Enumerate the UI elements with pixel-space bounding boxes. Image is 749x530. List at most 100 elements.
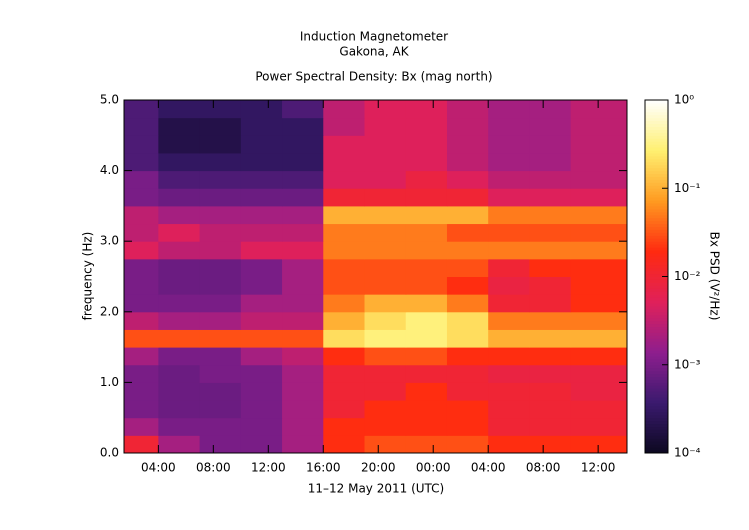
heatmap-cell	[446, 347, 489, 366]
x-tick-label: 16:00	[306, 461, 341, 475]
colorbar-swatch	[645, 144, 668, 148]
heatmap-cell	[158, 205, 201, 225]
heatmap-cell	[446, 276, 489, 295]
heatmap-cell	[570, 347, 628, 366]
heatmap-cell	[446, 382, 489, 401]
colorbar-swatch	[645, 370, 668, 375]
colorbar-swatch	[645, 417, 668, 422]
heatmap-cell	[488, 241, 530, 260]
colorbar-swatch	[645, 302, 668, 307]
heatmap-cell	[199, 205, 242, 225]
colorbar-swatch	[645, 276, 668, 280]
heatmap-cell	[364, 435, 407, 454]
colorbar-swatch	[645, 438, 668, 442]
heatmap-cell	[364, 135, 407, 154]
colorbar-swatch	[645, 132, 668, 136]
heatmap-cell	[405, 400, 448, 419]
heatmap-cell	[323, 311, 366, 330]
colorbar-swatch	[645, 250, 668, 254]
heatmap-cell	[446, 417, 489, 436]
colorbar-swatch	[645, 379, 668, 383]
colorbar-swatch	[645, 138, 668, 142]
heatmap-cell	[240, 435, 283, 454]
heatmap-cell	[405, 135, 448, 154]
heatmap-cell	[405, 276, 448, 295]
heatmap-cell	[124, 188, 159, 207]
x-tick-label: 00:00	[416, 461, 451, 475]
heatmap-cell	[199, 241, 242, 260]
heatmap-cell	[124, 435, 159, 454]
heatmap-cell	[240, 417, 283, 436]
heatmap-cell	[323, 417, 366, 436]
heatmap-cell	[282, 329, 324, 348]
heatmap-cell	[124, 400, 159, 419]
heatmap-cell	[282, 347, 324, 366]
heatmap-cell	[323, 258, 366, 277]
y-axis-label: frequency (Hz)	[81, 232, 95, 321]
heatmap-cell	[529, 188, 572, 207]
heatmap-cell	[240, 294, 283, 313]
heatmap-cell	[323, 400, 366, 419]
heatmap-cell	[488, 135, 530, 154]
x-axis-label: 11–12 May 2011 (UTC)	[308, 482, 444, 496]
heatmap-cell	[570, 400, 628, 419]
heatmap-cell	[570, 276, 628, 295]
colorbar-swatch	[645, 205, 668, 210]
colorbar-swatch	[645, 129, 668, 133]
x-tick-label: 12:00	[251, 461, 286, 475]
chart-title: Induction Magnetometer	[300, 30, 448, 44]
heatmap-cell	[199, 170, 242, 189]
colorbar-swatch	[645, 332, 668, 336]
heatmap-cell	[364, 223, 407, 242]
colorbar-swatch	[645, 191, 668, 195]
colorbar-swatch	[645, 344, 668, 348]
heatmap-cell	[158, 329, 201, 348]
heatmap-cell	[488, 223, 530, 242]
heatmap-cell	[488, 205, 530, 225]
heatmap-cell	[282, 135, 324, 154]
colorbar-swatch	[645, 200, 668, 204]
colorbar-swatch	[645, 202, 668, 207]
heatmap-cell	[446, 135, 489, 154]
colorbar-swatch	[645, 352, 668, 357]
colorbar-swatch	[645, 126, 668, 130]
heatmap-cell	[446, 294, 489, 313]
heatmap-cell	[488, 170, 530, 189]
heatmap-cell	[240, 364, 283, 383]
heatmap-cell	[124, 241, 159, 260]
heatmap-cell	[199, 188, 242, 207]
colorbar-swatch	[645, 173, 668, 177]
heatmap-cell	[158, 382, 201, 401]
heatmap-cell	[488, 100, 530, 119]
heatmap-cell	[488, 311, 530, 330]
colorbar-swatch	[645, 411, 668, 416]
colorbar-swatch	[645, 244, 668, 248]
heatmap-cell	[323, 435, 366, 454]
colorbar-swatch	[645, 338, 668, 342]
colorbar-swatch	[645, 335, 668, 339]
heatmap-cell	[570, 435, 628, 454]
colorbar-swatch	[645, 161, 668, 166]
heatmap-cell	[124, 329, 159, 348]
colorbar-swatch	[645, 397, 668, 401]
colorbar-swatch	[645, 282, 668, 286]
y-tick-label: 3.0	[100, 234, 119, 248]
heatmap-cell	[364, 329, 407, 348]
colorbar-swatch	[645, 420, 668, 425]
heatmap-cell	[282, 435, 324, 454]
heatmap-cell	[405, 117, 448, 136]
heatmap-cell	[529, 276, 572, 295]
heatmap-cell	[529, 170, 572, 189]
colorbar-swatch	[645, 229, 668, 233]
colorbar-swatch	[645, 341, 668, 345]
heatmap-cell	[282, 294, 324, 313]
colorbar-swatch	[645, 355, 668, 360]
heatmap-cell	[124, 364, 159, 383]
heatmap-cell	[570, 223, 628, 242]
heatmap-cell	[570, 170, 628, 189]
colorbar-tick-label: 10⁰	[674, 93, 694, 107]
heatmap-cell	[240, 100, 283, 119]
colorbar-swatch	[645, 167, 668, 172]
colorbar-swatch	[645, 423, 668, 428]
heatmap-cell	[405, 294, 448, 313]
